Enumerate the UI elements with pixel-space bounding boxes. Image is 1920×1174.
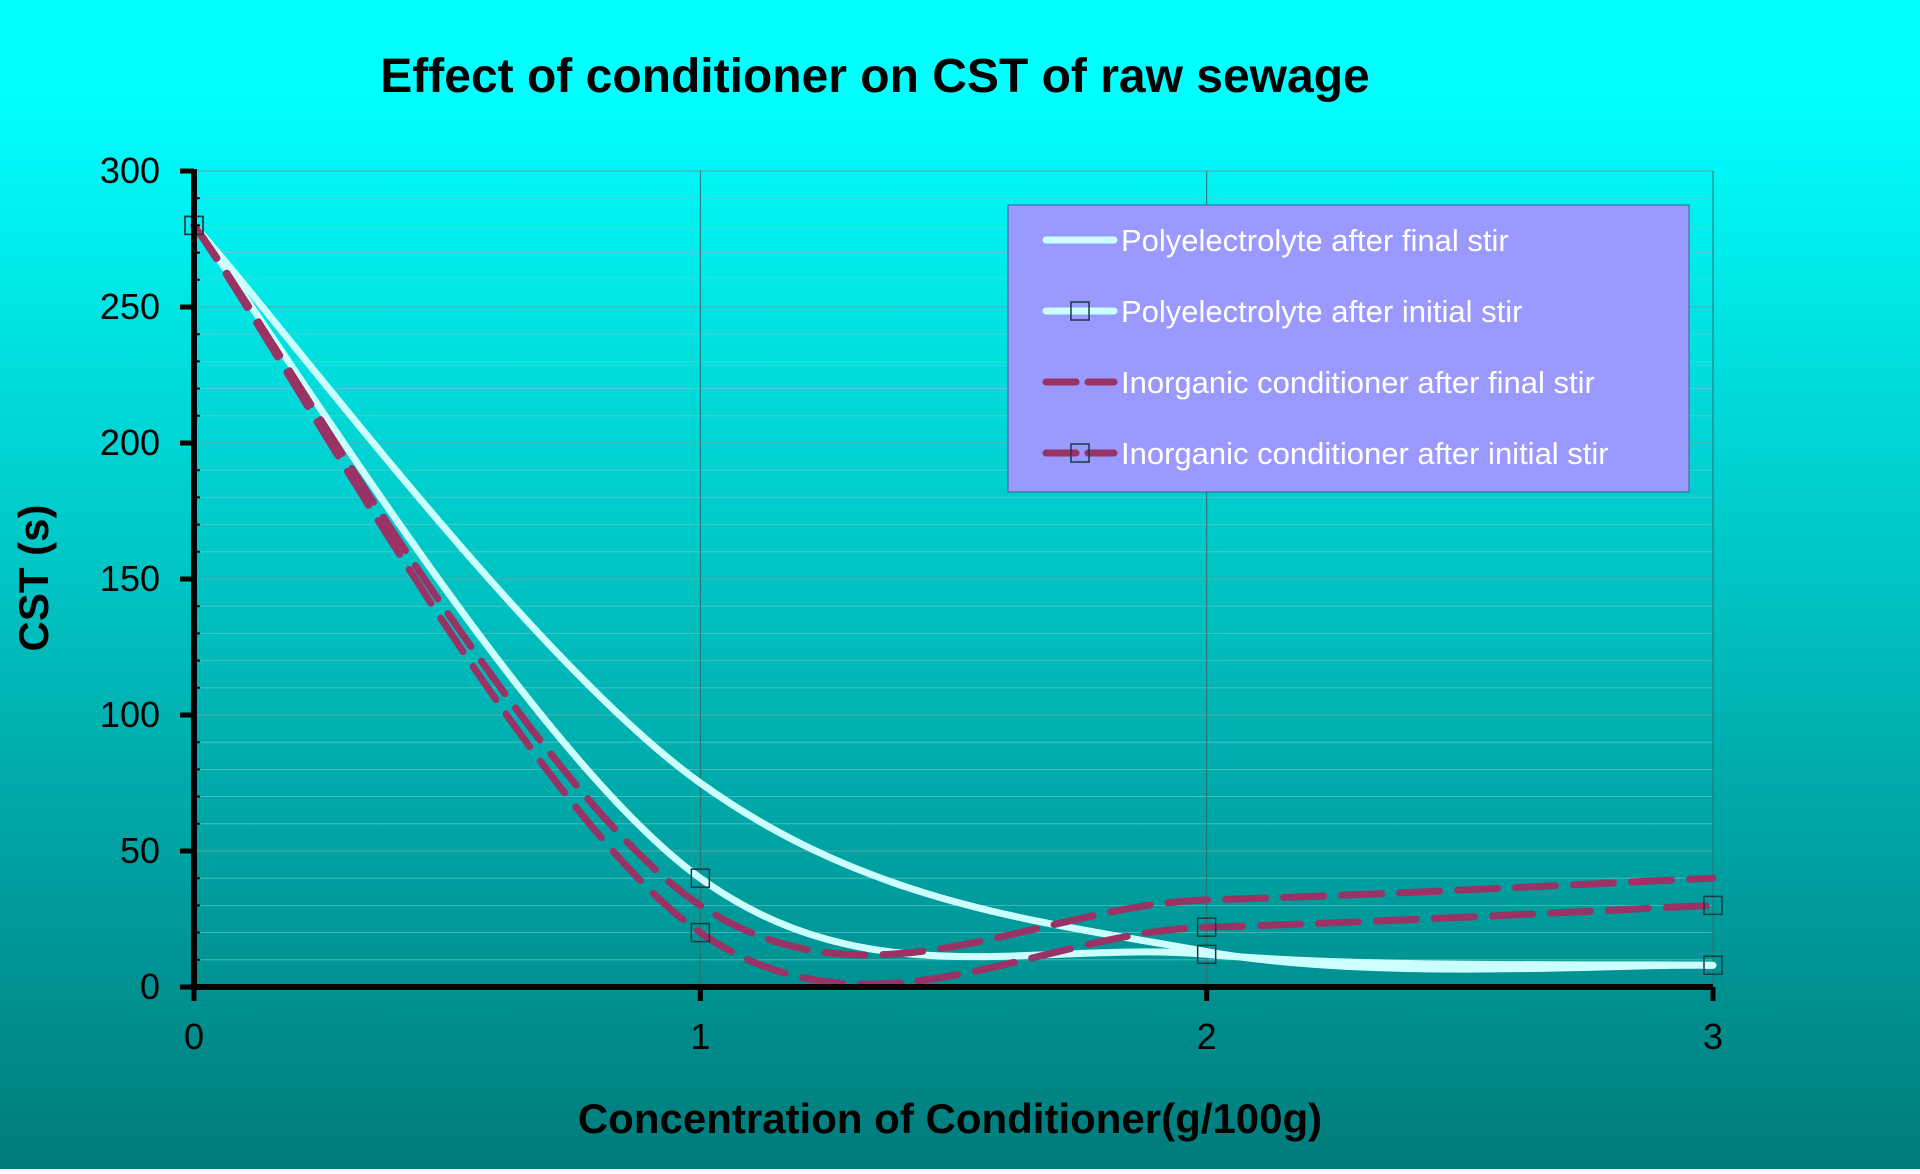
- legend-label-4: Inorganic conditioner after initial stir: [1121, 436, 1609, 471]
- y-tick-label: 50: [120, 830, 160, 871]
- legend: Polyelectrolyte after final stir Polyelec…: [1007, 204, 1690, 493]
- y-tick-label: 150: [100, 558, 160, 599]
- series-line-4: [190, 221, 1717, 988]
- chart-title: Effect of conditioner on CST of raw sewa…: [380, 50, 1369, 103]
- y-tick-label: 200: [100, 422, 160, 463]
- x-tick-label: 0: [184, 1016, 204, 1057]
- y-tick-label: 250: [100, 286, 160, 327]
- legend-box: [1007, 204, 1690, 493]
- y-tick-label: 300: [100, 150, 160, 191]
- data-point-marker: [690, 868, 711, 888]
- y-tick-label: 100: [100, 694, 160, 735]
- legend-marker-2: [1070, 301, 1090, 321]
- data-point-marker: [1703, 955, 1723, 975]
- legend-label-3: Inorganic conditioner after final stir: [1121, 365, 1595, 400]
- axes: 0 50 100 150 200 250 300 0 1 2 3: [100, 150, 1723, 1057]
- x-tick-label: 1: [690, 1016, 710, 1057]
- x-axis-label: Concentration of Conditioner(g/100g): [578, 1095, 1322, 1142]
- x-tick-label: 2: [1197, 1016, 1217, 1057]
- y-axis-label: CST (s): [10, 505, 57, 652]
- legend-marker-4: [1070, 443, 1090, 463]
- data-point-marker: [1196, 944, 1217, 965]
- series-layer: [184, 215, 1723, 988]
- data-point-marker: [690, 922, 711, 943]
- data-point-marker: [1196, 917, 1217, 937]
- legend-label-2: Polyelectrolyte after initial stir: [1121, 294, 1522, 329]
- series-line-1: [190, 221, 1717, 973]
- series-line-3: [190, 221, 1717, 959]
- legend-label-1: Polyelectrolyte after final stir: [1121, 223, 1509, 258]
- y-tick-label: 0: [140, 966, 160, 1007]
- data-point-marker: [1703, 895, 1723, 916]
- x-tick-label: 3: [1703, 1016, 1723, 1057]
